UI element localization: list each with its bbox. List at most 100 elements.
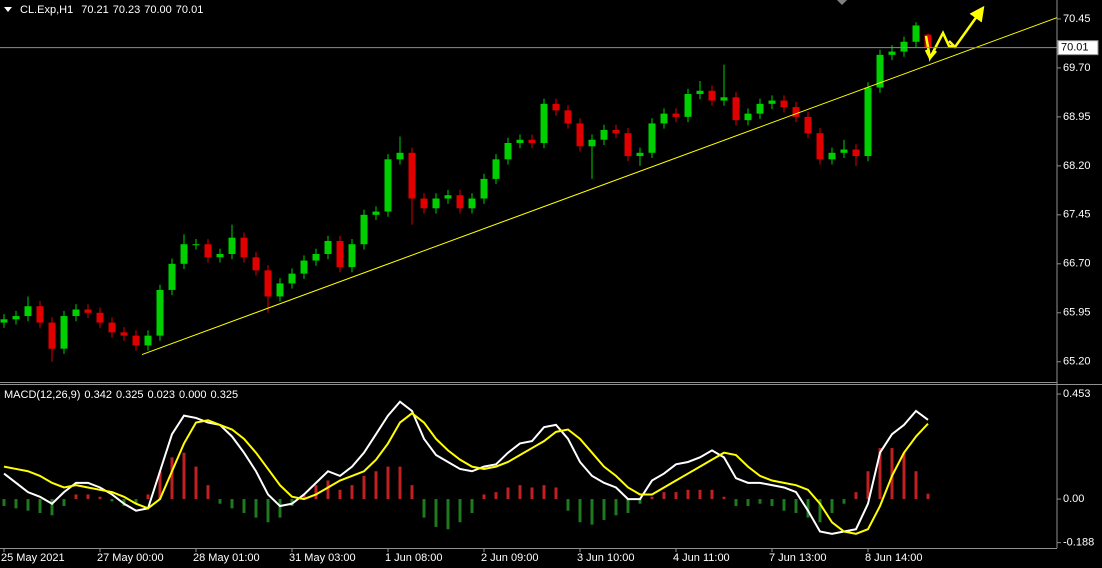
candle-body xyxy=(540,103,548,144)
candle-body xyxy=(564,110,572,124)
histogram-bar xyxy=(14,499,18,509)
histogram-bar xyxy=(134,499,138,504)
histogram-bar xyxy=(902,452,906,500)
candle-body xyxy=(720,97,728,101)
current-price-label: 70.01 xyxy=(1061,42,1089,54)
histogram-bar xyxy=(710,489,714,500)
candle-body xyxy=(480,178,488,199)
candle-body xyxy=(180,244,188,264)
indicator-title: MACD(12,26,9) xyxy=(4,389,80,401)
histogram-bar xyxy=(578,499,582,523)
symbol: CL.Exp,H1 xyxy=(20,4,73,16)
candle-body xyxy=(804,116,812,134)
histogram-bar xyxy=(638,499,642,504)
candle-body xyxy=(864,87,872,157)
histogram-bar xyxy=(482,494,486,500)
histogram-bar xyxy=(626,499,630,513)
x-tick-label: 4 Jun 11:00 xyxy=(673,552,730,564)
candle-body xyxy=(360,214,368,245)
candle-body xyxy=(684,94,692,117)
histogram-bar xyxy=(734,499,738,507)
candle-body xyxy=(192,244,200,246)
histogram-bar xyxy=(86,494,90,500)
x-tick-label: 2 Jun 09:00 xyxy=(481,552,539,564)
indicator-header: MACD(12,26,9) 0.342 0.325 0.023 0.000 0.325 xyxy=(4,389,238,401)
y-tick-label: 65.95 xyxy=(1063,307,1091,319)
macd-value: 0.342 xyxy=(84,389,112,401)
x-tick-label: 31 May 03:00 xyxy=(289,552,356,564)
candle-body xyxy=(264,270,272,297)
candle-body xyxy=(60,316,68,349)
histogram-bar xyxy=(818,499,822,523)
x-tick-label: 25 May 2021 xyxy=(1,552,65,564)
histogram-bar xyxy=(110,499,114,502)
current-price-box xyxy=(1057,40,1099,56)
histogram-bar xyxy=(98,496,102,500)
candle-body xyxy=(756,103,764,114)
x-tick-label: 8 Jun 14:00 xyxy=(865,552,923,564)
histogram-bar xyxy=(590,499,594,525)
candle-body xyxy=(144,335,152,346)
candle-body xyxy=(204,244,212,258)
candle-body xyxy=(420,198,428,209)
histogram-bar xyxy=(758,499,762,504)
candle-body xyxy=(636,152,644,157)
histogram-bar xyxy=(506,487,510,500)
candle-body xyxy=(888,51,896,55)
candle-body xyxy=(516,139,524,144)
candle-body xyxy=(168,263,176,290)
histogram-bar xyxy=(206,485,210,500)
histogram-bar xyxy=(554,487,558,500)
histogram-bar xyxy=(254,499,258,518)
candle-body xyxy=(24,306,32,317)
candle-body xyxy=(276,283,284,297)
histogram-value: 0.023 xyxy=(147,389,175,401)
candle-body xyxy=(624,133,632,157)
histogram-bar xyxy=(26,499,30,511)
candle-body xyxy=(816,133,824,160)
histogram-bar xyxy=(266,499,270,523)
y-tick-label: 70.45 xyxy=(1063,13,1091,25)
candle-body xyxy=(468,198,476,209)
buffer-value: 0.000 xyxy=(179,389,207,401)
histogram-bar xyxy=(746,499,750,507)
candle-body xyxy=(492,159,500,179)
candle-body xyxy=(240,237,248,258)
histogram-bar xyxy=(602,499,606,520)
candle-body xyxy=(252,257,260,271)
histogram-bar xyxy=(794,499,798,513)
candle-body xyxy=(828,152,836,160)
candle-body xyxy=(852,149,860,157)
shift-marker xyxy=(837,0,847,5)
histogram-bar xyxy=(530,487,534,500)
histogram-bar xyxy=(410,485,414,500)
histogram-bar xyxy=(314,485,318,500)
histogram-bar xyxy=(374,471,378,500)
candle-body xyxy=(156,289,164,336)
menu-triangle[interactable] xyxy=(4,7,12,12)
histogram-bar xyxy=(170,457,174,500)
candle-body xyxy=(840,149,848,153)
histogram-bar xyxy=(854,492,858,500)
histogram-bar xyxy=(566,499,570,511)
candle-body xyxy=(612,129,620,134)
y-tick-label: 69.70 xyxy=(1063,62,1091,74)
histogram-bar xyxy=(74,494,78,500)
y-tick-label: 66.70 xyxy=(1063,258,1091,270)
signal-value: 0.325 xyxy=(116,389,144,401)
histogram-bar xyxy=(398,466,402,500)
candle-body xyxy=(348,244,356,268)
histogram-bar xyxy=(278,499,282,518)
candle-body xyxy=(288,273,296,284)
candle-body xyxy=(396,152,404,160)
candle-body xyxy=(672,113,680,117)
histogram-bar xyxy=(422,499,426,518)
x-tick-label: 1 Jun 08:00 xyxy=(385,552,443,564)
candle-body xyxy=(732,97,740,121)
histogram-bar xyxy=(914,471,918,500)
histogram-bar xyxy=(62,499,66,507)
histogram-bar xyxy=(890,448,894,500)
